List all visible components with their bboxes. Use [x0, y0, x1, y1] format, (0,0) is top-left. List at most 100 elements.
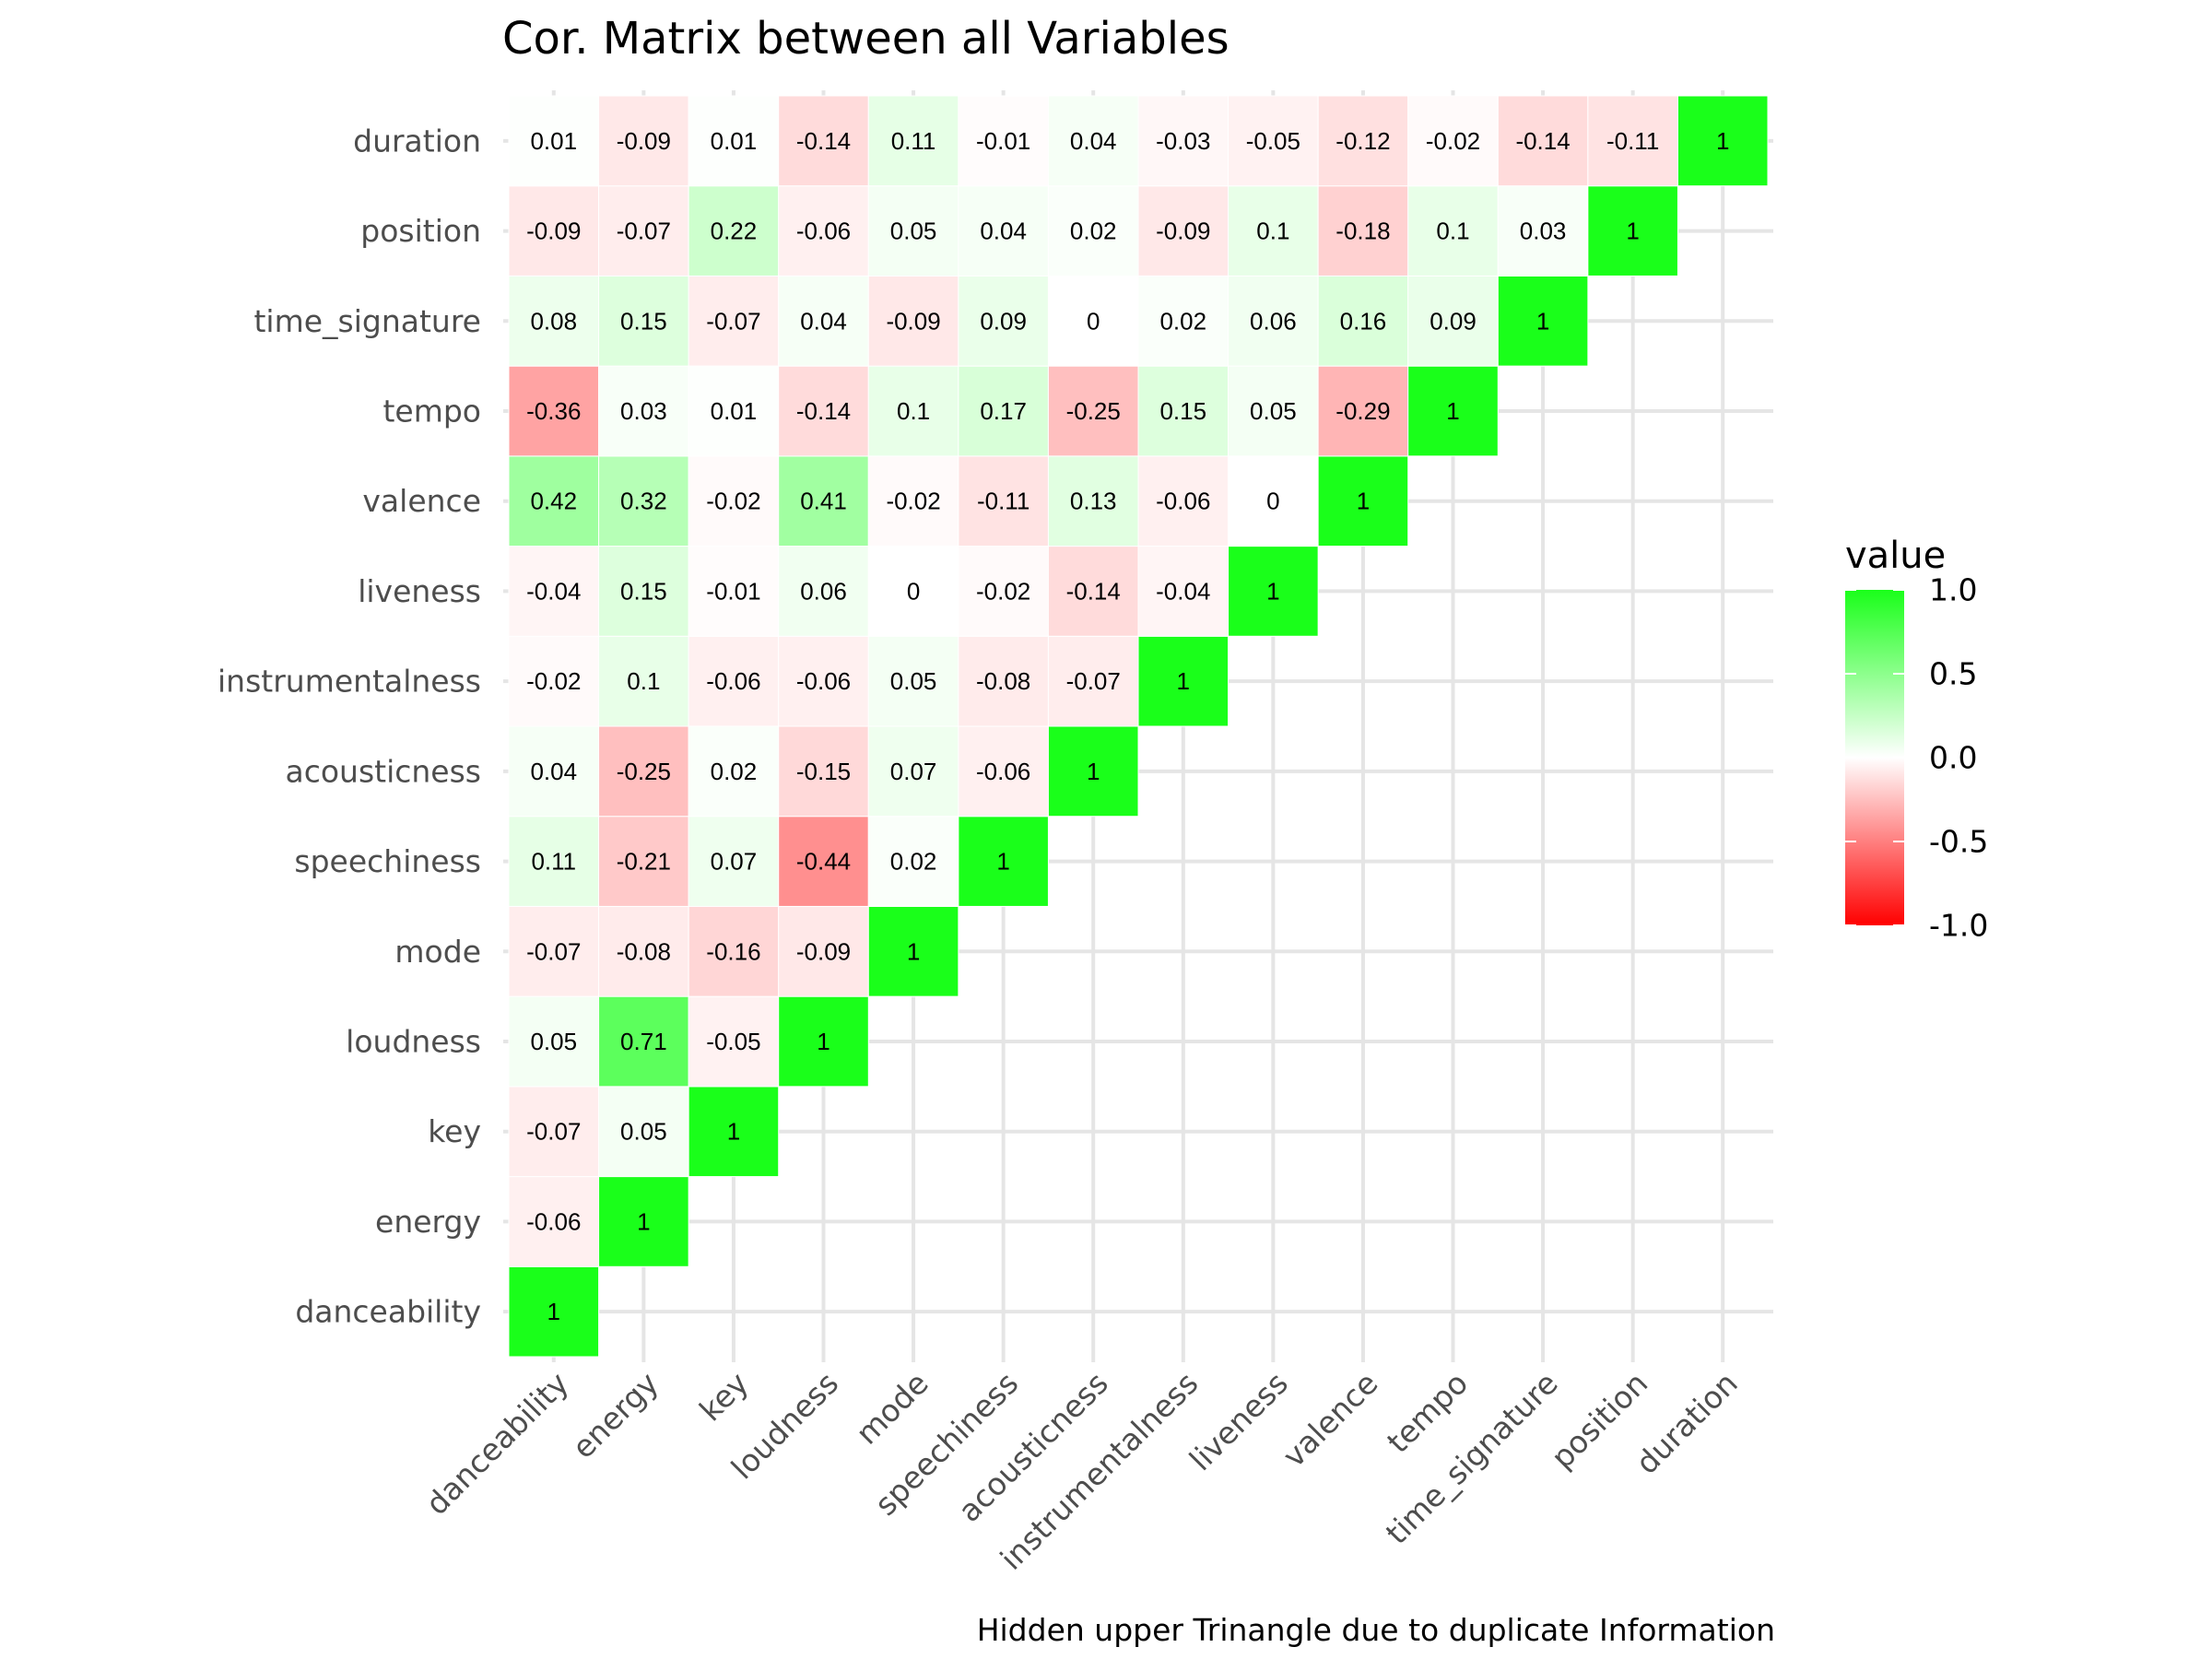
- cell-value-label: 0.1: [1256, 218, 1289, 245]
- heatmap-cell: [1587, 95, 1678, 187]
- heatmap-cell: [867, 816, 959, 907]
- cell-value-label: -0.04: [526, 577, 581, 605]
- heatmap-cell: [778, 995, 869, 1088]
- cell-value-label: 1: [1626, 218, 1639, 245]
- y-tick-label: acousticness: [285, 753, 481, 789]
- heatmap-cell: [598, 905, 689, 997]
- heatmap-cell: [688, 185, 780, 276]
- cell-value-label: -0.07: [1066, 667, 1121, 695]
- cell-value-label: 0.71: [620, 1028, 667, 1055]
- heatmap-cell: [1407, 185, 1499, 276]
- heatmap-cell: [867, 275, 959, 367]
- cell-value-label: -0.09: [526, 218, 581, 245]
- legend-tick-label: 0.0: [1929, 740, 1977, 776]
- heatmap-cell: [688, 365, 780, 457]
- cell-value-label: -0.14: [1515, 127, 1570, 155]
- cell-value-label: 1: [817, 1028, 830, 1055]
- heatmap-cell: [1137, 546, 1230, 637]
- cell-value-label: 0.11: [891, 127, 936, 155]
- heatmap-cell: [958, 185, 1049, 276]
- cell-value-label: 0.05: [620, 1118, 667, 1146]
- y-tick-label: time_signature: [253, 303, 481, 339]
- heatmap-cell: [778, 635, 869, 727]
- cell-value-label: 0.06: [800, 577, 847, 605]
- y-tick-label: position: [360, 213, 481, 249]
- cell-value-label: -0.01: [976, 127, 1030, 155]
- cell-value-label: -0.08: [976, 667, 1030, 695]
- heatmap-cell: [1137, 455, 1230, 547]
- heatmap-cell: [778, 546, 869, 637]
- heatmap-cell: [778, 905, 869, 997]
- cell-value-label: 1: [637, 1207, 650, 1235]
- cell-value-label: -0.16: [706, 937, 760, 965]
- cell-value-label: 0.02: [1159, 307, 1206, 335]
- x-tick-label: valence: [1276, 1365, 1385, 1475]
- heatmap-cell: [958, 546, 1049, 637]
- y-axis-tick-labels: danceability energy key loudness mode speechi…: [218, 123, 481, 1329]
- heatmap-cell: [1317, 275, 1409, 367]
- cell-value-label: 0: [1266, 488, 1279, 515]
- heatmap-cell: [688, 95, 780, 187]
- cell-value-label: -0.14: [1066, 577, 1121, 605]
- heatmap-cell: [688, 455, 780, 547]
- heatmap-cell: [598, 546, 689, 637]
- heatmap-cell: [598, 725, 689, 818]
- cell-value-label: 1: [1087, 758, 1100, 785]
- cell-value-label: 0.04: [530, 758, 577, 785]
- heatmap-cell: [688, 995, 780, 1088]
- y-tick-label: danceability: [295, 1294, 481, 1330]
- heatmap-cell: [598, 95, 689, 187]
- cell-value-label: -0.36: [526, 397, 581, 425]
- legend-tick-label: -1.0: [1929, 908, 1988, 944]
- cell-value-label: 0.05: [1250, 397, 1297, 425]
- cell-value-label: 1: [1446, 397, 1459, 425]
- y-tick-label: loudness: [346, 1024, 481, 1060]
- heatmap-cell: [867, 725, 959, 818]
- cell-value-label: 0.01: [711, 127, 758, 155]
- heatmap-cell: [508, 275, 600, 367]
- cell-value-label: 0.16: [1340, 307, 1387, 335]
- cell-value-label: -0.07: [706, 307, 760, 335]
- heatmap-cell: [1317, 455, 1409, 547]
- heatmap-cell: [1137, 95, 1230, 187]
- y-tick-label: liveness: [358, 573, 481, 609]
- cell-value-label: 0.1: [627, 667, 660, 695]
- cell-value-label: -0.09: [886, 307, 940, 335]
- cell-value-label: -0.06: [526, 1207, 581, 1235]
- heatmap-cell: [867, 95, 959, 187]
- cell-value-label: -0.04: [1156, 577, 1210, 605]
- heatmap-cell: [598, 635, 689, 727]
- cell-value-label: -0.11: [1606, 127, 1659, 155]
- cell-value-label: 0.32: [620, 488, 667, 515]
- cell-value-label: 1: [1266, 577, 1279, 605]
- cell-value-label: 0: [907, 577, 920, 605]
- cell-value-label: 1: [547, 1298, 560, 1325]
- chart-caption: Hidden upper Trinangle due to duplicate …: [977, 1612, 1775, 1648]
- cell-value-label: 0.03: [1520, 218, 1567, 245]
- cell-value-label: -0.05: [706, 1028, 760, 1055]
- heatmap-cell: [598, 365, 689, 457]
- cell-value-label: -0.44: [796, 848, 851, 876]
- heatmap-cell: [688, 1086, 780, 1178]
- cell-value-label: -0.29: [1335, 397, 1390, 425]
- heatmap-cell: [1228, 455, 1319, 547]
- cell-value-label: 1: [1177, 667, 1190, 695]
- heatmap-cells: 1 -0.06 1 -0.07 0.05 1 0.05 0.71 -0.05 1 -0.07 -0.0…: [508, 95, 1769, 1358]
- cell-value-label: -0.08: [617, 937, 671, 965]
- cell-value-label: -0.09: [1156, 218, 1210, 245]
- cell-value-label: 1: [1716, 127, 1729, 155]
- heatmap-cell: [778, 365, 869, 457]
- x-tick-label: key: [692, 1365, 755, 1428]
- heatmap-cell: [598, 995, 689, 1088]
- heatmap-cell: [1047, 635, 1139, 727]
- heatmap-cell: [1228, 546, 1319, 637]
- cell-value-label: -0.11: [977, 488, 1030, 515]
- heatmap-cell: [778, 725, 869, 818]
- cell-value-label: 0.11: [531, 848, 576, 876]
- heatmap-cell: [508, 816, 600, 907]
- y-tick-label: duration: [353, 123, 481, 159]
- cell-value-label: -0.14: [796, 127, 851, 155]
- cell-value-label: 0.04: [1070, 127, 1117, 155]
- heatmap-cell: [598, 185, 689, 276]
